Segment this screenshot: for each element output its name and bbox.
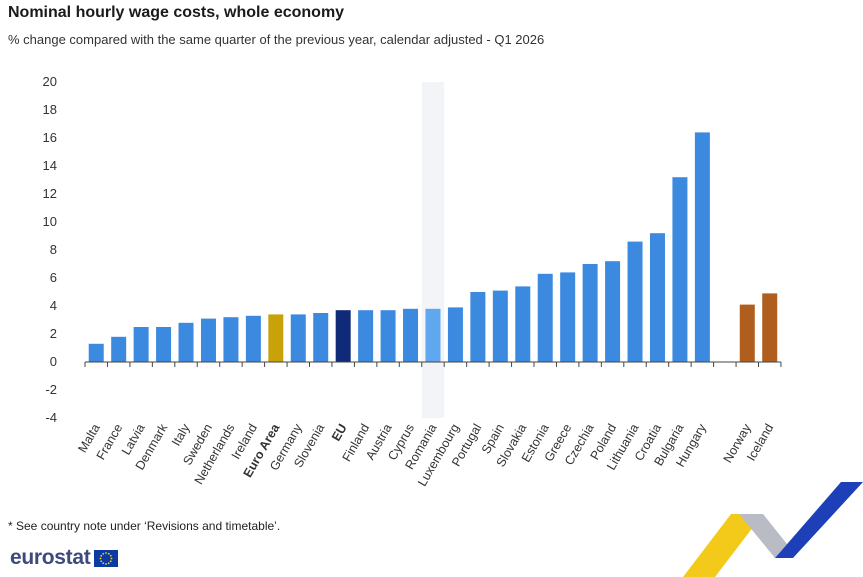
y-tick-label: 8 <box>50 242 57 257</box>
bar[interactable] <box>447 307 463 362</box>
bar[interactable] <box>200 318 216 362</box>
y-tick-label: -4 <box>45 410 57 425</box>
flag-star <box>105 562 108 565</box>
flag-star <box>100 559 103 562</box>
bar[interactable] <box>223 317 239 362</box>
y-tick-label: 18 <box>43 102 57 117</box>
flag-star <box>108 552 111 555</box>
bar[interactable] <box>290 314 306 362</box>
bar-chart: 20181614121086420-2-4MaltaFranceLatviaDe… <box>43 74 782 489</box>
flag-star <box>111 557 113 559</box>
footnote: * See country note under ‘Revisions and … <box>8 519 281 533</box>
bar[interactable] <box>425 308 441 362</box>
y-tick-label: 12 <box>43 186 57 201</box>
y-tick-label: 16 <box>43 130 57 145</box>
flag-star <box>100 554 103 557</box>
eu-flag-icon <box>94 549 119 567</box>
eurostat-wordmark: eurostat <box>10 546 91 569</box>
bar[interactable] <box>515 286 531 362</box>
y-tick-label: 20 <box>43 74 57 89</box>
bar[interactable] <box>133 327 149 362</box>
y-tick-label: 4 <box>50 298 57 313</box>
bar[interactable] <box>403 308 419 362</box>
x-tick-label: EU <box>329 422 350 444</box>
bar[interactable] <box>335 310 351 362</box>
bar[interactable] <box>358 310 374 362</box>
bar[interactable] <box>156 327 172 362</box>
y-tick-label: -2 <box>45 382 57 397</box>
bar[interactable] <box>672 177 688 362</box>
chart-subtitle: % change compared with the same quarter … <box>8 32 545 47</box>
bar[interactable] <box>739 304 755 362</box>
bar[interactable] <box>762 293 778 362</box>
bar[interactable] <box>178 322 194 362</box>
bar[interactable] <box>605 261 621 362</box>
bar[interactable] <box>492 290 508 362</box>
flag-star <box>102 552 105 555</box>
bar[interactable] <box>380 310 396 362</box>
y-tick-label: 6 <box>50 270 57 285</box>
flag-star <box>110 554 113 557</box>
y-tick-label: 0 <box>50 354 57 369</box>
bar[interactable] <box>560 272 576 362</box>
y-tick-label: 2 <box>50 326 57 341</box>
bar[interactable] <box>537 273 553 362</box>
y-tick-label: 14 <box>43 158 57 173</box>
highlight-band <box>421 82 445 418</box>
bar[interactable] <box>268 314 284 362</box>
eurostat-logo[interactable]: eurostat <box>10 546 119 570</box>
bar[interactable] <box>649 233 665 362</box>
flag-star <box>100 557 102 559</box>
flag-star <box>102 561 105 564</box>
bar[interactable] <box>582 264 598 362</box>
flag-star <box>105 551 108 554</box>
y-tick-label: 10 <box>43 214 57 229</box>
bar[interactable] <box>111 336 127 362</box>
bar[interactable] <box>313 313 329 362</box>
bar[interactable] <box>245 315 261 362</box>
flag-star <box>110 559 113 562</box>
chart-title: Nominal hourly wage costs, whole economy <box>8 4 345 21</box>
decorative-ribbon-graphic <box>683 482 863 577</box>
bar[interactable] <box>470 292 486 362</box>
flag-star <box>108 561 111 564</box>
bar[interactable] <box>627 241 643 362</box>
bar[interactable] <box>694 132 710 362</box>
bar[interactable] <box>88 343 104 362</box>
